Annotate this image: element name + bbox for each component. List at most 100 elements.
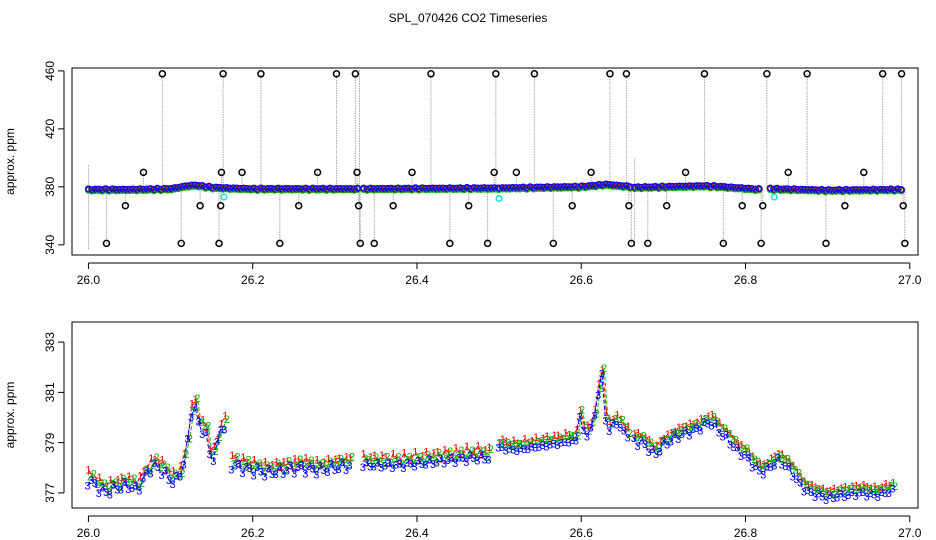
series-3-marker: 3: [214, 437, 220, 449]
outlier-point: [512, 168, 521, 177]
series-1-marker: 1: [661, 434, 667, 446]
series-2-marker: 2: [557, 432, 563, 444]
series-3-marker: 3: [125, 484, 131, 496]
series-1-marker: 1: [96, 472, 102, 484]
series-3-marker: 3: [147, 469, 153, 481]
series-2-marker: 2: [561, 433, 567, 445]
series3-point: [336, 184, 344, 192]
series-2-marker: 2: [549, 434, 555, 446]
series-3-marker: 3: [599, 368, 605, 380]
series3-point: [467, 184, 475, 192]
series-2-marker: 2: [234, 451, 240, 463]
series3-point: [143, 185, 151, 193]
series-3-marker: 3: [701, 417, 707, 429]
series3-point: [808, 186, 816, 194]
series3-point: [509, 183, 517, 191]
series-3-marker: 3: [276, 461, 282, 473]
series-2-marker: 2: [535, 437, 541, 449]
series3-point: [260, 185, 268, 193]
series3-point: [502, 184, 510, 192]
series-3-marker: 3: [554, 440, 560, 452]
series-3-marker: 3: [610, 417, 616, 429]
series-1-marker: 1: [861, 480, 867, 492]
series-2-marker: 2: [286, 456, 292, 468]
series-3-marker: 3: [606, 426, 612, 438]
series3-point: [316, 185, 324, 193]
series-3-marker: 3: [786, 461, 792, 473]
series-1-marker: 1: [739, 439, 745, 451]
series3-point: [119, 185, 127, 193]
series3-point: [140, 185, 148, 193]
series3-point: [533, 183, 541, 191]
series3-point: [391, 185, 399, 193]
series-2-marker: 2: [755, 456, 761, 468]
series-2-line: [89, 397, 228, 493]
series-1-marker: 1: [794, 468, 800, 480]
series-2-marker: 2: [777, 450, 783, 462]
series-1-marker: 1: [596, 379, 602, 391]
series-1-marker: 1: [820, 483, 826, 495]
series-3-marker: 3: [408, 459, 414, 471]
series-1-marker: 1: [639, 432, 645, 444]
series-2-marker: 2: [410, 458, 416, 470]
series3-point: [693, 182, 701, 190]
outlier-point: [196, 201, 204, 210]
series3-point: [312, 185, 320, 193]
series-2-marker: 2: [154, 452, 160, 464]
series-2-marker: 2: [161, 459, 167, 471]
series-3-marker: 3: [207, 449, 213, 461]
series-3-marker: 3: [771, 460, 777, 472]
series-2-marker: 2: [666, 435, 672, 447]
series-1-marker: 1: [614, 410, 620, 422]
series3-point: [631, 183, 639, 191]
series-3-marker: 3: [760, 470, 766, 482]
outlier-point: [446, 239, 454, 248]
series-3-marker: 3: [88, 475, 94, 487]
series-3-marker: 3: [151, 458, 157, 470]
series-3-marker: 3: [485, 454, 491, 466]
series-3-marker: 3: [129, 483, 135, 495]
series-2-marker: 2: [568, 430, 574, 442]
series-3-marker: 3: [254, 462, 260, 474]
series-1-line: [634, 414, 894, 492]
series-2-marker: 2: [128, 479, 134, 491]
series3-point: [460, 185, 468, 193]
series-3-marker: 3: [306, 461, 312, 473]
series3-point: [883, 186, 891, 194]
series-3-marker: 3: [192, 402, 198, 414]
series-3-marker: 3: [716, 427, 722, 439]
series-2-marker: 2: [627, 428, 633, 440]
series3-point: [516, 184, 524, 192]
series-2-marker: 2: [572, 432, 578, 444]
series3-point: [366, 184, 374, 192]
series-1-line: [87, 397, 226, 487]
series-2-marker: 2: [418, 451, 424, 463]
series-1-marker: 1: [236, 458, 242, 470]
series3-point: [877, 185, 885, 193]
series-2-marker: 2: [818, 485, 824, 497]
series-3-marker: 3: [495, 443, 501, 455]
series-2-marker: 2: [455, 450, 461, 462]
outlier-point: [139, 168, 148, 177]
outlier-point: [662, 201, 671, 210]
series3-point: [554, 183, 562, 191]
series3-point: [347, 184, 355, 192]
series3-point: [470, 184, 478, 192]
series-3-marker: 3: [367, 461, 373, 473]
series-2-marker: 2: [440, 452, 446, 464]
series3-point: [264, 184, 272, 192]
series-2-marker: 2: [616, 416, 622, 428]
series-1-marker: 1: [333, 454, 339, 466]
series-3-marker: 3: [452, 458, 458, 470]
series3-point: [557, 183, 565, 191]
series3-point: [350, 185, 358, 193]
series3-point: [370, 185, 378, 193]
series-2-marker: 2: [512, 441, 518, 453]
series-3-marker: 3: [742, 449, 748, 461]
series3-point: [429, 184, 437, 192]
series3-point: [700, 182, 708, 190]
plot-frame: [71, 67, 919, 256]
series-3-marker: 3: [499, 442, 505, 454]
series-2-marker: 2: [501, 439, 507, 451]
series-3-marker: 3: [653, 449, 659, 461]
